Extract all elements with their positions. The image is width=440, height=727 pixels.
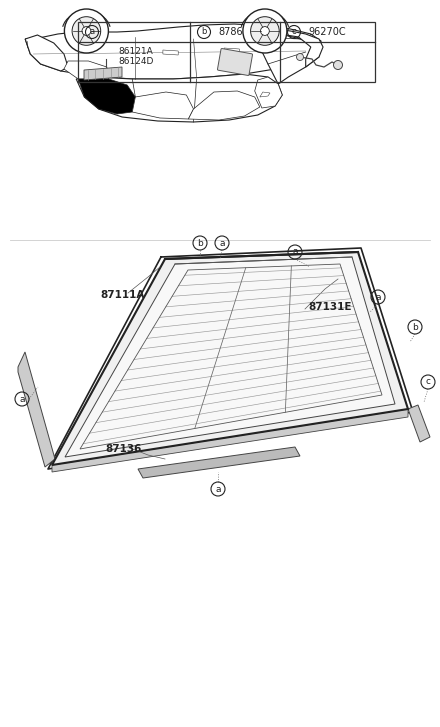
Circle shape <box>297 54 304 60</box>
Text: 86124D: 86124D <box>118 57 154 66</box>
Text: 87111A: 87111A <box>100 290 144 300</box>
Text: b: b <box>202 28 207 36</box>
Text: 87131E: 87131E <box>308 302 352 312</box>
Text: b: b <box>197 238 203 247</box>
Text: 87864: 87864 <box>218 27 249 37</box>
Text: a: a <box>89 28 95 36</box>
Text: 86121A: 86121A <box>118 47 153 57</box>
Polygon shape <box>65 257 395 457</box>
Polygon shape <box>408 405 430 442</box>
Polygon shape <box>268 29 323 67</box>
Polygon shape <box>224 48 239 53</box>
Polygon shape <box>78 79 136 114</box>
Circle shape <box>334 60 342 70</box>
Polygon shape <box>18 352 55 467</box>
Text: c: c <box>292 28 296 36</box>
Polygon shape <box>188 91 260 120</box>
Polygon shape <box>260 92 270 97</box>
Polygon shape <box>163 50 178 55</box>
Polygon shape <box>84 67 122 80</box>
FancyBboxPatch shape <box>217 49 253 76</box>
Text: a: a <box>292 247 298 257</box>
Text: 87136: 87136 <box>105 444 141 454</box>
Text: b: b <box>412 323 418 332</box>
Text: c: c <box>425 377 430 387</box>
Polygon shape <box>252 31 319 84</box>
Circle shape <box>243 9 287 53</box>
Polygon shape <box>138 447 300 478</box>
Polygon shape <box>255 77 282 108</box>
Text: 96270C: 96270C <box>308 27 346 37</box>
Circle shape <box>64 9 108 53</box>
Circle shape <box>251 17 279 45</box>
Polygon shape <box>64 61 109 79</box>
Text: a: a <box>215 484 221 494</box>
Text: a: a <box>375 292 381 302</box>
Circle shape <box>260 27 269 36</box>
Circle shape <box>82 27 91 36</box>
Polygon shape <box>52 252 408 465</box>
Polygon shape <box>132 92 194 119</box>
Polygon shape <box>52 409 408 472</box>
Circle shape <box>72 17 101 45</box>
Polygon shape <box>25 24 321 79</box>
Text: a: a <box>219 238 225 247</box>
Text: a: a <box>19 395 25 403</box>
Polygon shape <box>76 74 282 122</box>
Polygon shape <box>25 35 68 71</box>
